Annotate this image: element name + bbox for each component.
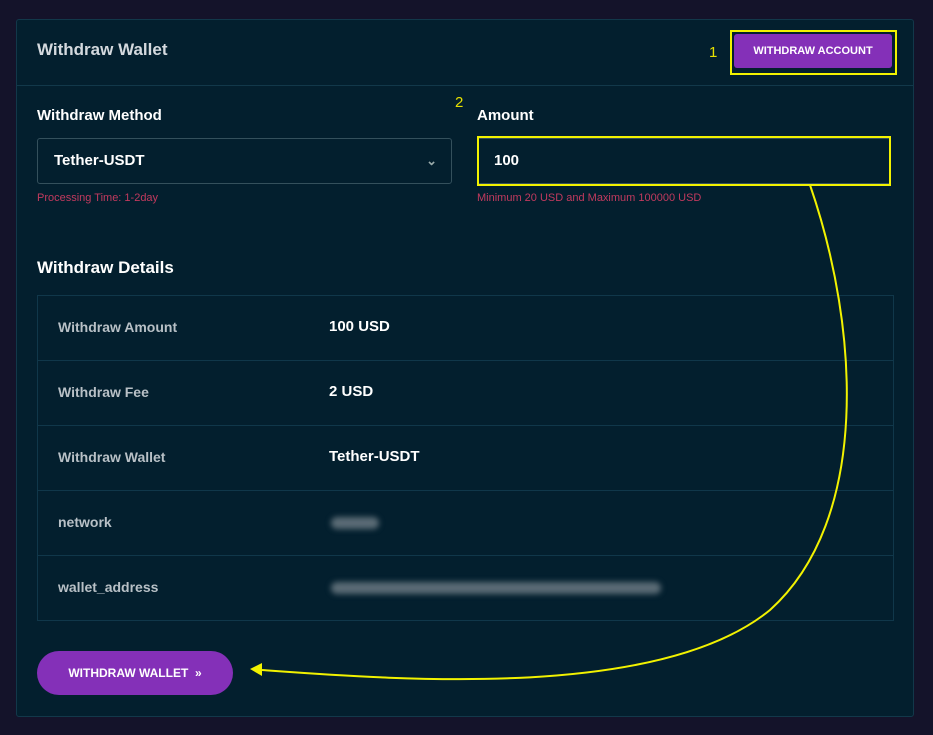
withdraw-account-button[interactable]: WITHDRAW ACCOUNT <box>734 34 892 68</box>
card-title: Withdraw Wallet <box>37 40 168 59</box>
chevron-down-icon: ⌄ <box>426 153 437 168</box>
table-row: Withdraw Wallet Tether-USDT <box>38 426 893 491</box>
amount-input[interactable]: 100 <box>477 138 891 184</box>
redacted-network-value <box>331 517 379 529</box>
table-row: wallet_address <box>38 556 893 620</box>
row-value: 100 USD <box>329 318 390 335</box>
row-key: Withdraw Amount <box>58 319 178 335</box>
row-key: wallet_address <box>58 579 159 595</box>
withdraw-wallet-card: Withdraw Wallet WITHDRAW ACCOUNT Withdra… <box>16 19 914 717</box>
row-key: network <box>58 514 112 530</box>
amount-label: Amount <box>477 107 534 124</box>
withdraw-details-table: Withdraw Amount 100 USD Withdraw Fee 2 U… <box>37 295 894 621</box>
redacted-wallet-address <box>331 582 661 594</box>
processing-time-hint: Processing Time: 1-2day <box>37 192 159 204</box>
withdraw-wallet-label: WITHDRAW WALLET <box>68 666 189 680</box>
card-header: Withdraw Wallet WITHDRAW ACCOUNT <box>17 20 913 86</box>
table-row: Withdraw Fee 2 USD <box>38 361 893 426</box>
amount-value: 100 <box>494 152 520 169</box>
step-number-1: 1 <box>709 44 718 61</box>
row-key: Withdraw Fee <box>58 384 149 400</box>
double-chevron-right-icon: » <box>191 666 202 680</box>
withdraw-details-title: Withdraw Details <box>37 258 174 277</box>
withdraw-wallet-button[interactable]: WITHDRAW WALLET » <box>37 651 233 695</box>
row-key: Withdraw Wallet <box>58 449 166 465</box>
withdraw-method-value: Tether-USDT <box>54 152 145 169</box>
table-row: network <box>38 491 893 556</box>
amount-limits-hint: Minimum 20 USD and Maximum 100000 USD <box>477 192 702 204</box>
row-value: 2 USD <box>329 383 374 400</box>
withdraw-method-label: Withdraw Method <box>37 107 162 124</box>
table-row: Withdraw Amount 100 USD <box>38 296 893 361</box>
withdraw-method-select[interactable]: Tether-USDT ⌄ <box>37 138 452 184</box>
row-value: Tether-USDT <box>329 448 420 465</box>
step-number-2: 2 <box>455 94 464 111</box>
